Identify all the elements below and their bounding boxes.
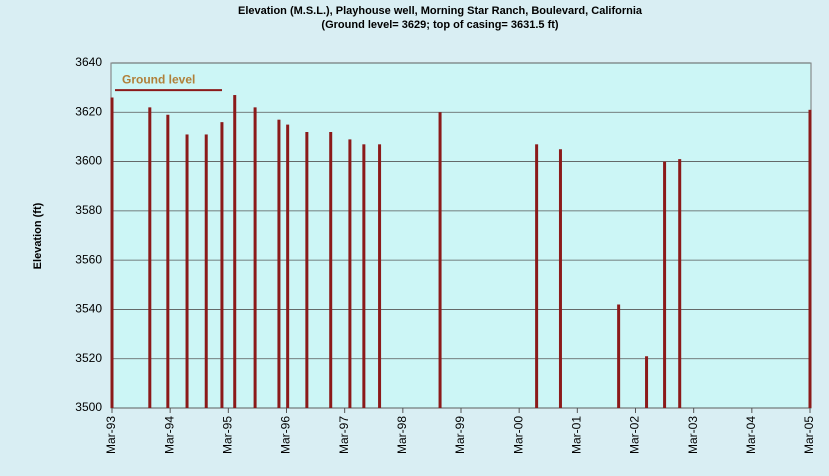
bar <box>220 122 224 409</box>
chart-subtitle: (Ground level= 3629; top of casing= 3631… <box>321 19 559 31</box>
x-tick-label: Mar-98 <box>395 416 409 454</box>
bar <box>362 144 366 409</box>
y-tick-label: 3620 <box>75 104 102 118</box>
bar <box>378 144 382 409</box>
x-tick-label: Mar-04 <box>744 416 758 454</box>
annotation: Ground level <box>122 72 195 86</box>
y-tick-label: 3640 <box>75 55 102 69</box>
bar <box>617 304 621 408</box>
y-tick-label: 3520 <box>75 351 102 365</box>
bar <box>535 144 539 409</box>
y-tick-label: 3580 <box>75 203 102 217</box>
bar <box>348 139 352 408</box>
x-tick-label: Mar-95 <box>221 416 235 454</box>
bar <box>148 107 152 408</box>
x-tick-label: Mar-00 <box>511 416 525 454</box>
y-tick-label: 3560 <box>75 252 102 266</box>
bar <box>204 134 208 408</box>
x-tick-label: Mar-93 <box>104 416 118 454</box>
bar <box>110 97 114 408</box>
bar <box>808 109 812 409</box>
y-tick-label: 3600 <box>75 154 102 168</box>
y-tick-label: 3500 <box>75 400 102 414</box>
x-tick-label: Mar-02 <box>628 416 642 454</box>
bar <box>185 134 189 408</box>
bar <box>233 95 237 409</box>
bar <box>277 119 281 408</box>
bar <box>253 107 257 408</box>
plot-area <box>110 62 812 409</box>
x-tick-label: Mar-96 <box>279 416 293 454</box>
x-tick-label: Mar-97 <box>337 416 351 454</box>
bar <box>663 161 667 408</box>
x-tick-label: Mar-05 <box>802 416 816 454</box>
bar <box>329 132 333 408</box>
bar <box>558 149 562 408</box>
x-tick-label: Mar-94 <box>162 416 176 454</box>
y-tick-label: 3540 <box>75 302 102 316</box>
bar <box>438 112 442 409</box>
bar <box>305 132 309 408</box>
bar <box>645 356 649 408</box>
x-tick-label: Mar-01 <box>570 416 584 454</box>
y-axis-label: Elevation (ft) <box>32 202 44 269</box>
x-tick-label: Mar-03 <box>686 416 700 454</box>
chart-title: Elevation (M.S.L.), Playhouse well, Morn… <box>238 5 643 17</box>
bar <box>166 114 170 408</box>
x-tick-label: Mar-99 <box>453 416 467 454</box>
bar <box>286 124 290 408</box>
bar <box>678 159 682 408</box>
